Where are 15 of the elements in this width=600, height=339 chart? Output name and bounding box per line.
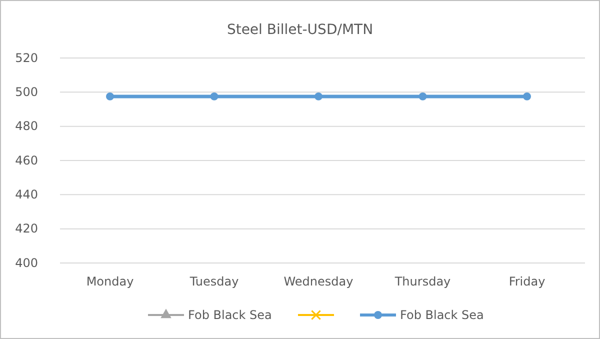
y-tick-label: 480 [15,119,38,134]
y-tick-label: 420 [15,222,38,236]
x-tick-label: Monday [86,274,134,289]
y-tick-label: 500 [15,85,38,100]
x-tick-label: Wednesday [284,274,354,289]
y-tick-label: 440 [15,188,38,202]
legend-label: Fob Black Sea [188,308,272,322]
y-tick-label: 520 [15,50,38,65]
y-tick-label: 460 [15,153,38,168]
legend-label: Fob Black Sea [400,308,484,322]
x-tick-label: Friday [508,274,546,289]
chart-title: Steel Billet-USD/MTN [226,22,374,38]
x-tick-label: Thursday [394,274,451,289]
x-tick-label: Tuesday [188,274,239,289]
y-tick-label: 400 [15,256,38,270]
